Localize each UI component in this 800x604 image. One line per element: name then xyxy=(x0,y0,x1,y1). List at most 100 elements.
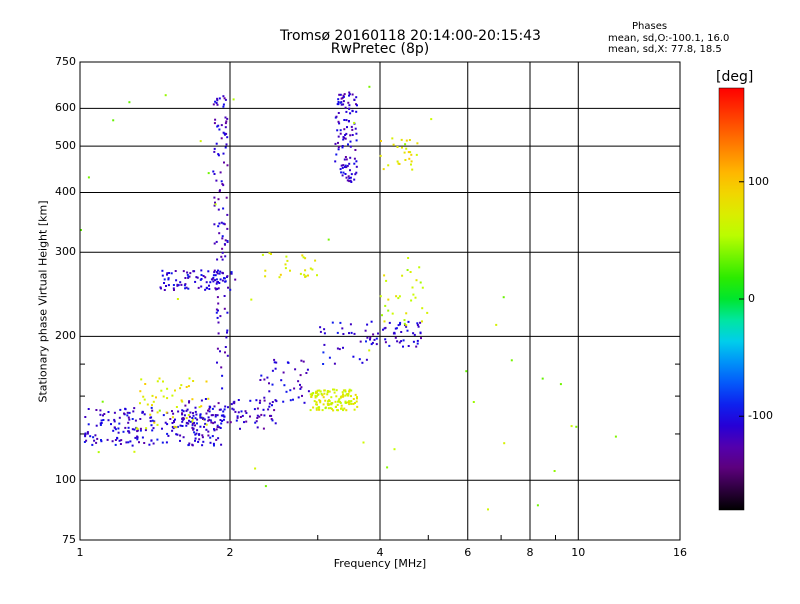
scatter-point xyxy=(299,272,302,275)
scatter-point xyxy=(166,423,169,426)
scatter-point xyxy=(212,103,215,106)
scatter-point xyxy=(155,396,157,399)
scatter-point xyxy=(215,102,218,104)
scatter-point xyxy=(350,181,353,183)
scatter-point xyxy=(369,338,371,341)
scatter-point xyxy=(419,321,422,324)
scatter-point xyxy=(202,417,205,420)
scatter-point xyxy=(187,276,190,279)
scatter-point xyxy=(204,398,207,400)
scatter-point xyxy=(127,426,130,429)
scatter-point xyxy=(421,307,424,310)
scatter-point xyxy=(174,270,177,272)
scatter-point xyxy=(195,276,198,279)
scatter-point xyxy=(188,275,191,278)
scatter-point xyxy=(348,400,350,403)
scatter-point xyxy=(184,277,187,279)
scatter-point xyxy=(416,324,419,326)
scatter-point xyxy=(217,208,220,211)
scatter-point xyxy=(403,322,406,325)
scatter-point xyxy=(219,350,221,353)
scatter-point xyxy=(113,426,116,429)
scatter-point xyxy=(192,380,195,382)
scatter-point xyxy=(167,434,170,437)
scatter-point xyxy=(327,238,330,241)
scatter-point xyxy=(388,344,391,347)
scatter-point xyxy=(225,132,228,135)
scatter-point xyxy=(416,142,419,145)
scatter-point xyxy=(181,409,184,412)
scatter-point xyxy=(222,103,225,106)
scatter-point xyxy=(289,399,292,402)
scatter-point xyxy=(93,439,96,442)
scatter-point xyxy=(99,409,102,412)
scatter-point xyxy=(366,323,369,326)
scatter-point xyxy=(218,128,221,131)
scatter-point xyxy=(392,143,395,146)
scatter-point xyxy=(217,198,220,201)
scatter-point xyxy=(303,273,306,276)
scatter-point xyxy=(221,374,224,377)
scatter-point xyxy=(196,276,199,279)
scatter-point xyxy=(194,439,196,442)
scatter-point xyxy=(399,323,401,326)
scatter-point xyxy=(327,400,329,403)
scatter-point xyxy=(352,355,355,358)
scatter-point xyxy=(187,385,190,388)
scatter-point xyxy=(372,333,375,336)
scatter-point xyxy=(131,444,134,447)
scatter-point xyxy=(151,419,154,422)
scatter-point xyxy=(495,323,498,326)
scatter-point xyxy=(192,427,195,430)
scatter-point xyxy=(172,287,175,290)
scatter-point xyxy=(304,275,307,278)
scatter-point xyxy=(113,420,116,423)
scatter-point xyxy=(289,269,291,272)
scatter-point xyxy=(340,404,343,407)
scatter-point xyxy=(385,279,388,282)
scatter-point xyxy=(354,393,357,396)
scatter-point xyxy=(336,331,339,334)
scatter-point xyxy=(314,259,317,262)
scatter-point xyxy=(158,377,161,380)
scatter-point xyxy=(150,424,153,427)
scatter-point xyxy=(339,93,342,96)
scatter-point xyxy=(230,271,233,274)
scatter-point xyxy=(344,106,347,109)
scatter-point xyxy=(222,418,225,421)
scatter-point xyxy=(216,414,219,417)
scatter-point xyxy=(359,340,362,343)
scatter-point xyxy=(215,428,218,431)
scatter-point xyxy=(208,288,211,290)
scatter-point xyxy=(416,322,419,325)
scatter-point xyxy=(307,274,309,277)
scatter-point xyxy=(337,409,339,412)
scatter-point xyxy=(284,263,287,266)
scatter-point xyxy=(343,166,346,168)
scatter-point xyxy=(237,399,240,401)
scatter-point xyxy=(397,324,400,327)
scatter-point xyxy=(188,419,190,422)
scatter-point xyxy=(162,395,165,398)
scatter-point xyxy=(216,258,219,261)
scatter-point xyxy=(224,98,227,101)
scatter-point xyxy=(207,397,210,400)
scatter-point xyxy=(197,286,200,289)
scatter-point xyxy=(184,404,187,407)
scatter-point xyxy=(220,414,223,417)
scatter-point xyxy=(219,189,221,192)
scatter-point xyxy=(347,143,349,146)
scatter-point xyxy=(250,298,253,301)
scatter-point xyxy=(356,405,359,408)
scatter-point xyxy=(126,414,129,417)
scatter-point xyxy=(215,311,218,314)
scatter-point xyxy=(189,272,192,275)
scatter-point xyxy=(215,179,218,182)
scatter-point xyxy=(349,145,352,148)
scatter-point xyxy=(218,426,221,429)
scatter-point xyxy=(168,272,171,274)
scatter-point xyxy=(192,414,195,417)
scatter-point xyxy=(323,389,326,392)
scatter-point xyxy=(100,439,102,441)
scatter-point xyxy=(85,439,88,442)
